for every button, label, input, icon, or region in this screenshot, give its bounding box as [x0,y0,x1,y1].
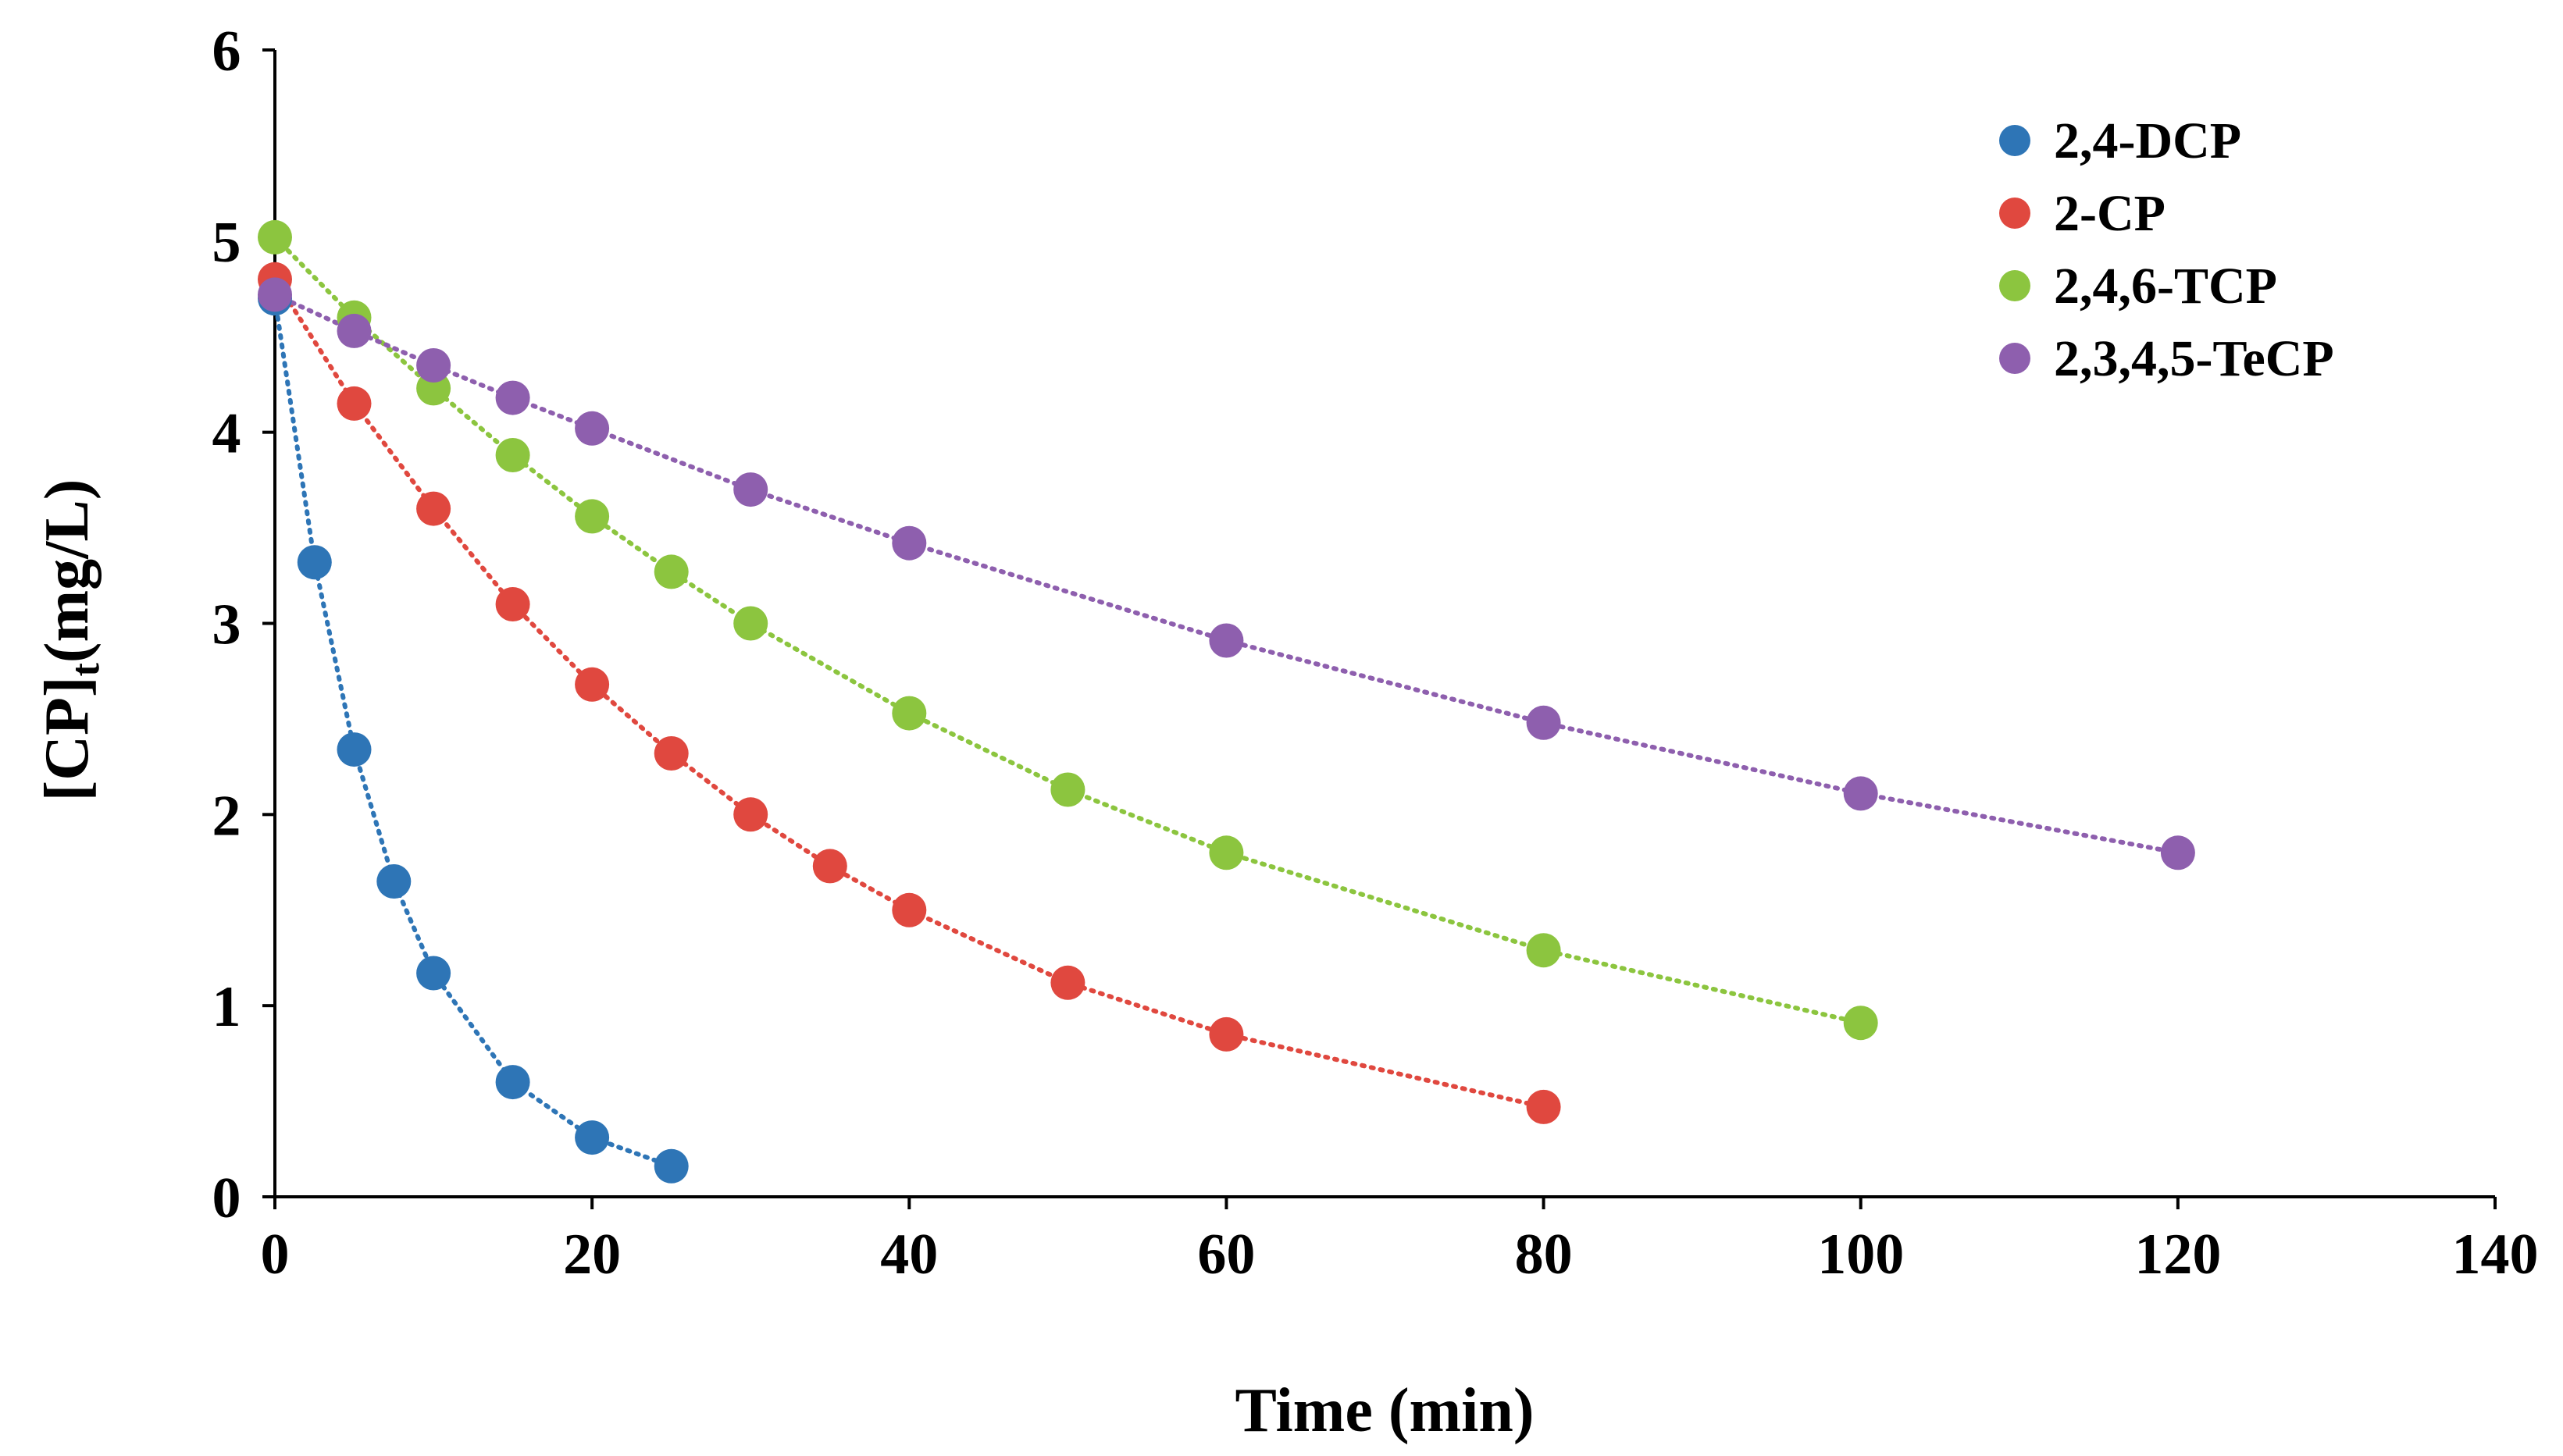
data-point-2-4-6-tcp [575,499,610,534]
data-point-2-4-dcp [337,732,372,767]
data-point-2-cp [337,386,372,421]
y-tick-label: 1 [212,975,241,1039]
y-axis-title: [CP]t(mg/L) [33,479,108,802]
data-point-2-3-4-5-tecp [337,313,372,348]
ticks: 0 20 40 60 80 100 120 140 0 1 2 3 4 5 6 [212,20,2539,1287]
x-tick-label: 140 [2452,1223,2539,1287]
x-tick-label: 20 [563,1223,621,1287]
legend: 2,4-DCP 2-CP 2,4,6-TCP 2,3,4,5-TeCP [1999,112,2334,387]
data-point-2-4-6-tcp [495,438,530,472]
y-axis-title-subscript: t [63,662,108,676]
data-point-2-3-4-5-tecp [892,525,927,561]
data-point-2-3-4-5-tecp [495,380,530,415]
data-point-2-4-dcp [297,545,332,580]
y-tick-label: 0 [212,1166,241,1230]
data-point-2-cp [733,797,768,832]
x-tick-label: 120 [2134,1223,2221,1287]
x-tick-label: 60 [1197,1223,1255,1287]
y-tick-label: 3 [212,593,241,657]
data-point-2-cp [812,849,847,884]
data-point-2-4-dcp [376,864,412,899]
y-tick-label: 5 [212,211,241,275]
x-tick-label: 40 [880,1223,938,1287]
x-axis-title: Time (min) [1235,1376,1535,1445]
data-point-2-cp [892,892,927,927]
data-point-2-3-4-5-tecp [416,348,451,383]
x-tick-label: 100 [1817,1223,1904,1287]
data-point-2-4-dcp [575,1120,610,1155]
legend-label: 2-CP [2054,185,2166,242]
y-tick-label: 2 [212,784,241,848]
data-point-2-cp [1209,1016,1244,1052]
data-point-2-4-dcp [654,1148,689,1184]
data-point-2-4-6-tcp [1526,933,1561,968]
series-line-2-cp [273,276,1546,1109]
data-point-2-4-dcp [495,1065,530,1100]
y-axis-title-main: [CP] [33,676,102,801]
y-tick-label: 6 [212,20,241,84]
data-point-2-cp [1526,1089,1561,1124]
data-point-2-cp [654,736,689,771]
data-point-2-4-6-tcp [258,219,292,255]
data-point-2-4-6-tcp [733,606,768,641]
data-point-2-3-4-5-tecp [575,411,610,446]
data-point-2-cp [575,667,610,702]
legend-marker [1999,198,2030,229]
data-point-2-4-6-tcp [1050,772,1085,807]
data-point-2-4-6-tcp [1843,1006,1878,1041]
data-point-2-3-4-5-tecp [1526,705,1561,740]
legend-marker [1999,270,2030,301]
data-point-2-cp [1050,965,1085,1000]
legend-marker [1999,343,2030,374]
x-tick-label: 80 [1515,1223,1573,1287]
legend-label: 2,4,6-TCP [2054,258,2277,315]
data-point-2-4-dcp [416,956,451,991]
series-line-2-4-6-tcp [273,234,1863,1026]
data-point-2-3-4-5-tecp [1843,776,1878,811]
data-point-2-3-4-5-tecp [733,472,768,507]
legend-label: 2,3,4,5-TeCP [2054,330,2334,387]
series-line-2-4-dcp [273,296,674,1169]
legend-marker [1999,125,2030,156]
x-tick-label: 0 [261,1223,290,1287]
data-point-2-cp [416,491,451,526]
legend-label: 2,4-DCP [2054,112,2241,169]
series-points [258,219,2195,1184]
data-point-2-3-4-5-tecp [258,277,292,312]
data-point-2-3-4-5-tecp [2160,835,2195,870]
data-point-2-4-6-tcp [654,554,689,589]
data-point-2-3-4-5-tecp [1209,623,1244,658]
y-tick-label: 4 [212,402,241,466]
series-line-2-3-4-5-tecp [273,292,2180,856]
data-point-2-4-6-tcp [892,696,927,731]
y-axis-title-unit: (mg/L) [33,479,102,664]
data-point-2-cp [495,587,530,621]
data-point-2-4-6-tcp [1209,835,1244,870]
